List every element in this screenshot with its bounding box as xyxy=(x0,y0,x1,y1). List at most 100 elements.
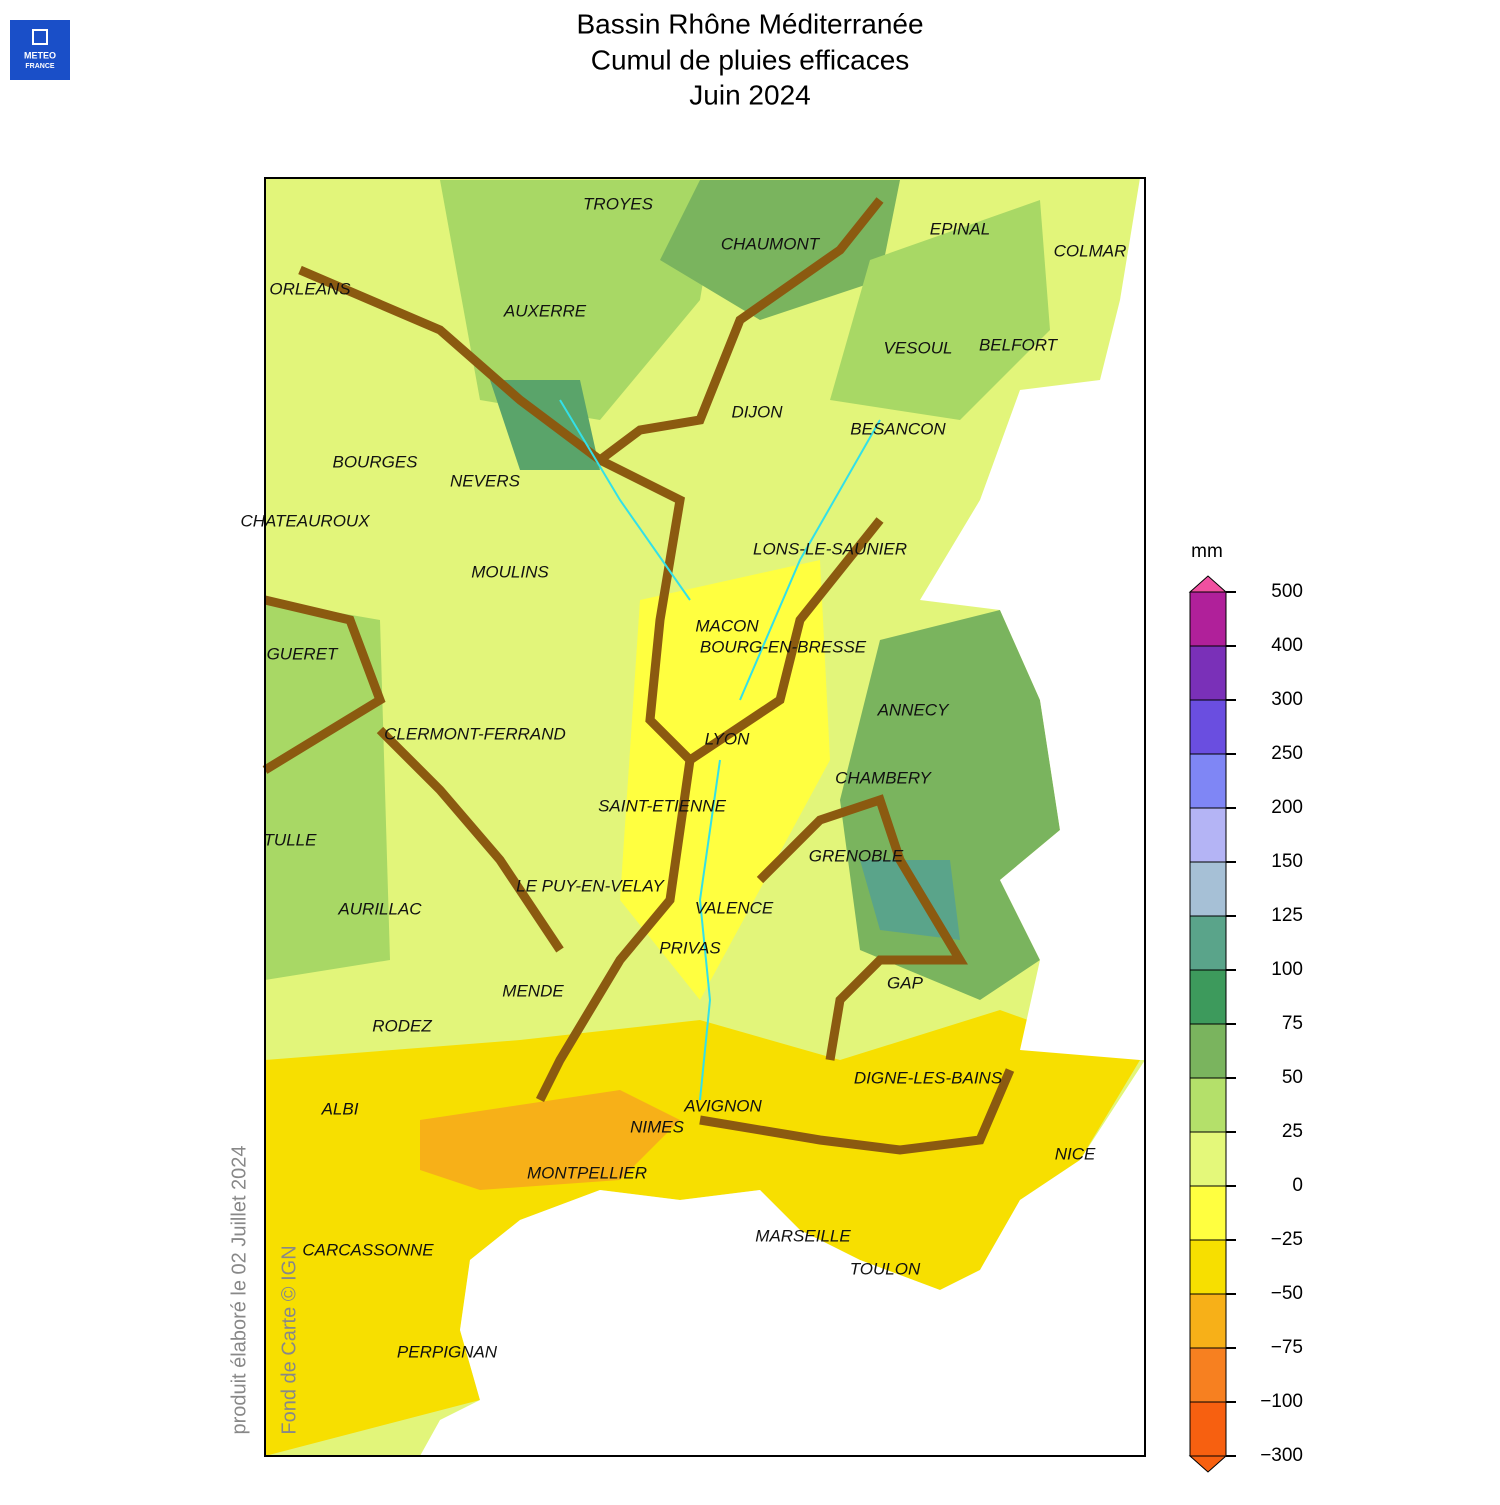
legend-swatch xyxy=(1189,1401,1227,1457)
city-label: NIMES xyxy=(630,1117,685,1136)
city-label: NEVERS xyxy=(450,471,521,490)
legend-label: 25 xyxy=(1282,1121,1303,1142)
title: Juin 2024 xyxy=(689,79,810,110)
city-label: TROYES xyxy=(583,194,654,213)
map-frame xyxy=(264,177,1146,1457)
legend-swatch xyxy=(1189,699,1227,755)
sea xyxy=(420,1060,1145,1456)
city-label: VESOUL xyxy=(884,338,953,357)
legend-label: −75 xyxy=(1271,1337,1303,1358)
city-label: CHAUMONT xyxy=(721,234,821,253)
city-label: CLERMONT-FERRAND xyxy=(384,724,566,743)
city-label: LE PUY-EN-VELAY xyxy=(516,876,665,895)
city-label: COLMAR xyxy=(1054,241,1127,260)
city-label: MARSEILLE xyxy=(755,1226,851,1245)
credit: produit élaboré le 02 Juillet 2024 xyxy=(228,1145,250,1434)
legend-label: 0 xyxy=(1292,1175,1303,1196)
legend-swatch xyxy=(1189,1077,1227,1133)
city-label: TULLE xyxy=(264,830,318,849)
legend-swatch xyxy=(1189,915,1227,971)
legend-swatch xyxy=(1189,645,1227,701)
city-label: GRENOBLE xyxy=(809,846,904,865)
city-label: VALENCE xyxy=(695,898,774,917)
city-label: BESANCON xyxy=(850,419,946,438)
city-label: EPINAL xyxy=(930,219,990,238)
legend-label: 250 xyxy=(1271,743,1303,764)
city-label: AURILLAC xyxy=(337,899,422,918)
legend-swatch xyxy=(1189,1023,1227,1079)
city-label: TOULON xyxy=(850,1259,921,1278)
city-label: RODEZ xyxy=(372,1016,432,1035)
legend-label: 125 xyxy=(1271,905,1303,926)
area xyxy=(830,200,1050,420)
title: Bassin Rhône Méditerranée xyxy=(576,8,923,39)
legend-label: 400 xyxy=(1271,635,1303,656)
legend-swatch xyxy=(1189,1131,1227,1187)
rivers xyxy=(559,399,881,1101)
legend-swatch xyxy=(1189,1347,1227,1403)
city-label: MOULINS xyxy=(471,562,549,581)
city-label: DIGNE-LES-BAINS xyxy=(854,1068,1003,1087)
map: TROYES CHAUMONT EPINAL COLMAR ORLEANS AUXERRE… xyxy=(240,177,1146,1457)
city-label: LONS-LE-SAUNIER xyxy=(753,539,907,558)
legend-swatch xyxy=(1189,1185,1227,1241)
legend-swatch xyxy=(1189,591,1227,647)
city-label: MONTPELLIER xyxy=(527,1163,647,1182)
city-label: CHATEAUROUX xyxy=(240,511,370,530)
city-label: AUXERRE xyxy=(503,301,587,320)
city-label: ALBI xyxy=(321,1099,359,1118)
city-label: CARCASSONNE xyxy=(302,1240,434,1259)
legend-swatch xyxy=(1189,861,1227,917)
legend-swatch xyxy=(1189,969,1227,1025)
legend-label: 50 xyxy=(1282,1067,1303,1088)
cities: TROYES CHAUMONT EPINAL COLMAR ORLEANS AUXERRE… xyxy=(240,194,1126,1361)
legend-label: 200 xyxy=(1271,797,1303,818)
area xyxy=(440,180,720,420)
city-label: PRIVAS xyxy=(659,938,721,957)
city-label: CHAMBERY xyxy=(835,768,932,787)
basin-borders xyxy=(262,197,1015,1155)
logo-icon xyxy=(32,29,48,45)
area xyxy=(420,1090,680,1190)
legend-label: 500 xyxy=(1271,581,1303,602)
legend-under xyxy=(1188,1455,1228,1473)
foreign xyxy=(920,178,1145,1060)
area xyxy=(265,600,390,980)
legend-swatch xyxy=(1189,1293,1227,1349)
city-label: GAP xyxy=(887,973,924,992)
legend-label: 100 xyxy=(1271,959,1303,980)
city-label: MACON xyxy=(695,616,759,635)
city-label: LYON xyxy=(705,729,750,748)
title: Cumul de pluies efficaces xyxy=(591,44,910,75)
city-label: BOURG-EN-BRESSE xyxy=(700,637,867,656)
city-label: BELFORT xyxy=(979,335,1059,354)
city-label: BOURGES xyxy=(332,452,418,471)
legend-label: −25 xyxy=(1271,1229,1303,1250)
legend-label: 75 xyxy=(1282,1013,1303,1034)
area xyxy=(660,180,900,320)
legend: 5004003002502001501251007550250−25−50−75… xyxy=(1188,575,1303,1473)
legend-label: −300 xyxy=(1260,1445,1303,1466)
city-label: NICE xyxy=(1055,1144,1096,1163)
legend-swatch xyxy=(1189,753,1227,809)
city-label: GUERET xyxy=(267,644,339,663)
logo-text: FRANCE xyxy=(25,63,54,70)
legend-label: −100 xyxy=(1260,1391,1303,1412)
city-label: AVIGNON xyxy=(683,1096,762,1115)
city-label: SAINT-ETIENNE xyxy=(598,796,727,815)
city-label: ORLEANS xyxy=(269,279,351,298)
city-label: DIJON xyxy=(732,402,784,421)
legend-over xyxy=(1188,575,1228,593)
city-label: PERPIGNAN xyxy=(397,1342,498,1361)
legend-label: −50 xyxy=(1271,1283,1303,1304)
city-label: MENDE xyxy=(502,981,564,1000)
legend-swatch xyxy=(1189,807,1227,863)
city-label: ANNECY xyxy=(877,700,951,719)
logo-text: METEO xyxy=(24,50,56,60)
legend-swatch xyxy=(1189,1239,1227,1295)
legend-unit: mm xyxy=(1191,541,1223,562)
credit: Fond de Carte © IGN xyxy=(278,1245,300,1434)
legend-label: 150 xyxy=(1271,851,1303,872)
legend-label: 300 xyxy=(1271,689,1303,710)
